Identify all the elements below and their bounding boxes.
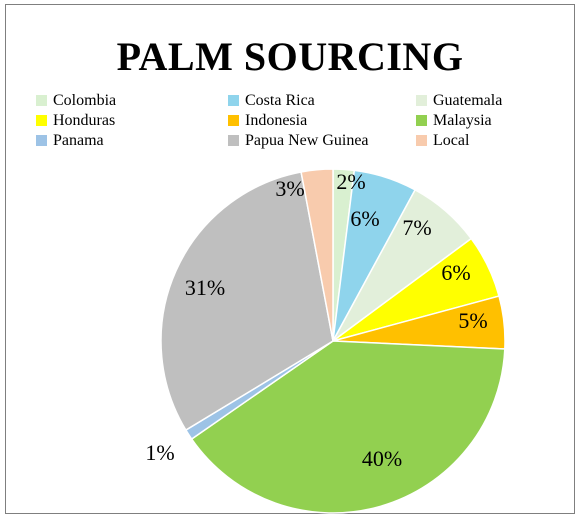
legend-item: Guatemala <box>416 91 556 110</box>
legend-label: Malaysia <box>433 111 492 129</box>
legend-swatch <box>228 115 239 126</box>
data-label: 2% <box>336 169 365 194</box>
data-label: 40% <box>362 446 402 471</box>
chart-legend: Colombia Costa Rica Guatemala Honduras Indon… <box>36 91 556 150</box>
legend-label: Local <box>433 131 470 149</box>
data-label: 5% <box>458 308 487 333</box>
legend-label: Honduras <box>53 111 116 129</box>
legend-label: Guatemala <box>433 91 503 109</box>
data-label: 7% <box>402 215 431 240</box>
data-label: 3% <box>275 176 304 201</box>
legend-swatch <box>228 95 239 106</box>
legend-swatch <box>416 135 427 146</box>
legend-label: Costa Rica <box>245 91 315 109</box>
legend-swatch <box>36 135 47 146</box>
data-label: 31% <box>185 275 225 300</box>
legend-swatch <box>228 135 239 146</box>
data-label: 1% <box>145 440 174 465</box>
legend-item: Colombia <box>36 91 228 110</box>
chart-title: PALM SOURCING <box>116 34 464 79</box>
legend-swatch <box>36 115 47 126</box>
pie-slice-local <box>300 168 334 342</box>
legend-label: Indonesia <box>245 111 308 129</box>
legend-swatch <box>416 95 427 106</box>
legend-item: Indonesia <box>228 111 416 130</box>
legend-item: Papua New Guinea <box>228 131 416 150</box>
pie-slice-papua-new-guinea <box>160 171 334 432</box>
legend-item: Costa Rica <box>228 91 416 110</box>
legend-item: Local <box>416 131 556 150</box>
legend-label: Panama <box>53 131 104 149</box>
data-label: 6% <box>350 206 379 231</box>
legend-swatch <box>36 95 47 106</box>
legend-item: Malaysia <box>416 111 556 130</box>
data-label: 6% <box>441 260 470 285</box>
legend-label: Colombia <box>53 91 117 109</box>
pie-slice-malaysia <box>190 340 506 514</box>
legend-label: Papua New Guinea <box>245 131 369 149</box>
legend-item: Honduras <box>36 111 228 130</box>
legend-item: Panama <box>36 131 228 150</box>
legend-swatch <box>416 115 427 126</box>
